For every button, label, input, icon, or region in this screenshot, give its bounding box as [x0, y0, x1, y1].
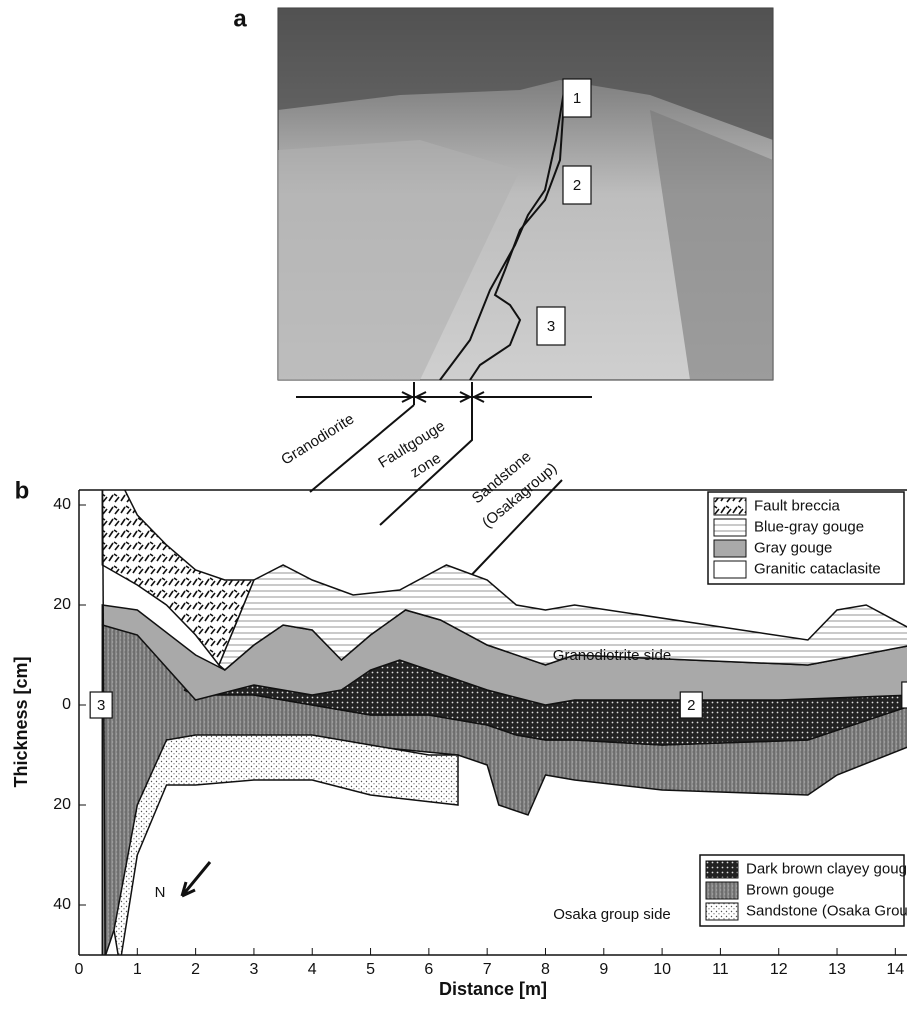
panel-label: b	[15, 477, 30, 504]
x-tick-label: 4	[308, 961, 317, 978]
legend-swatch	[714, 540, 746, 557]
legend-label: Fault breccia	[754, 497, 841, 514]
legend-swatch	[706, 903, 738, 920]
side-label: Granodiotrite side	[553, 647, 671, 664]
photo	[278, 8, 773, 380]
x-tick-label: 0	[75, 961, 84, 978]
zone-lines	[296, 382, 592, 585]
x-tick-label: 9	[599, 961, 608, 978]
y-tick-label: 20	[53, 596, 71, 613]
x-tick-label: 14	[886, 961, 904, 978]
y-tick-label: 20	[53, 796, 71, 813]
y-tick-label: 0	[62, 696, 71, 713]
zone-label: zone	[407, 450, 444, 482]
north-arrow	[182, 862, 210, 896]
marker-box	[902, 682, 907, 708]
marker-label: 3	[97, 697, 105, 714]
x-tick-label: 13	[828, 961, 846, 978]
marker-label: 2	[573, 177, 581, 194]
sandstone	[114, 735, 458, 965]
x-tick-label: 1	[133, 961, 142, 978]
legend-swatch	[714, 498, 746, 515]
x-tick-label: 2	[191, 961, 200, 978]
x-tick-label: 12	[770, 961, 788, 978]
legend-label: Blue-gray gouge	[754, 518, 864, 535]
y-tick-label: 40	[53, 496, 71, 513]
y-tick-label: 40	[53, 896, 71, 913]
legend-label: Brown gouge	[746, 881, 834, 898]
north-label: N	[155, 884, 166, 901]
zone-label: Granodiorite	[278, 410, 357, 468]
x-tick-label: 7	[483, 961, 492, 978]
legend-label: Granitic cataclasite	[754, 560, 881, 577]
x-tick-label: 3	[249, 961, 258, 978]
legend-swatch	[714, 561, 746, 578]
legend-swatch	[714, 519, 746, 536]
marker-label: 3	[547, 318, 555, 335]
legend-swatch	[706, 861, 738, 878]
legend-swatch	[706, 882, 738, 899]
legend-label: Gray gouge	[754, 539, 832, 556]
x-axis-label: Distance [m]	[439, 979, 547, 999]
x-tick-label: 6	[424, 961, 433, 978]
legend-label: Sandstone (Osaka Group)	[746, 902, 907, 919]
figure: a 123 Granodiorite Faultgouge zone Sands…	[0, 0, 907, 1004]
x-tick-label: 10	[653, 961, 671, 978]
y-axis-label: Thickness [cm]	[11, 656, 31, 787]
legend-label: Dark brown clayey gouge	[746, 860, 907, 877]
side-label: Osaka group side	[553, 906, 671, 923]
panel-label: a	[233, 5, 247, 32]
x-tick-label: 5	[366, 961, 375, 978]
marker-label: 1	[573, 90, 581, 107]
x-tick-label: 8	[541, 961, 550, 978]
x-tick-label: 11	[712, 961, 729, 978]
marker-label: 2	[687, 697, 695, 714]
